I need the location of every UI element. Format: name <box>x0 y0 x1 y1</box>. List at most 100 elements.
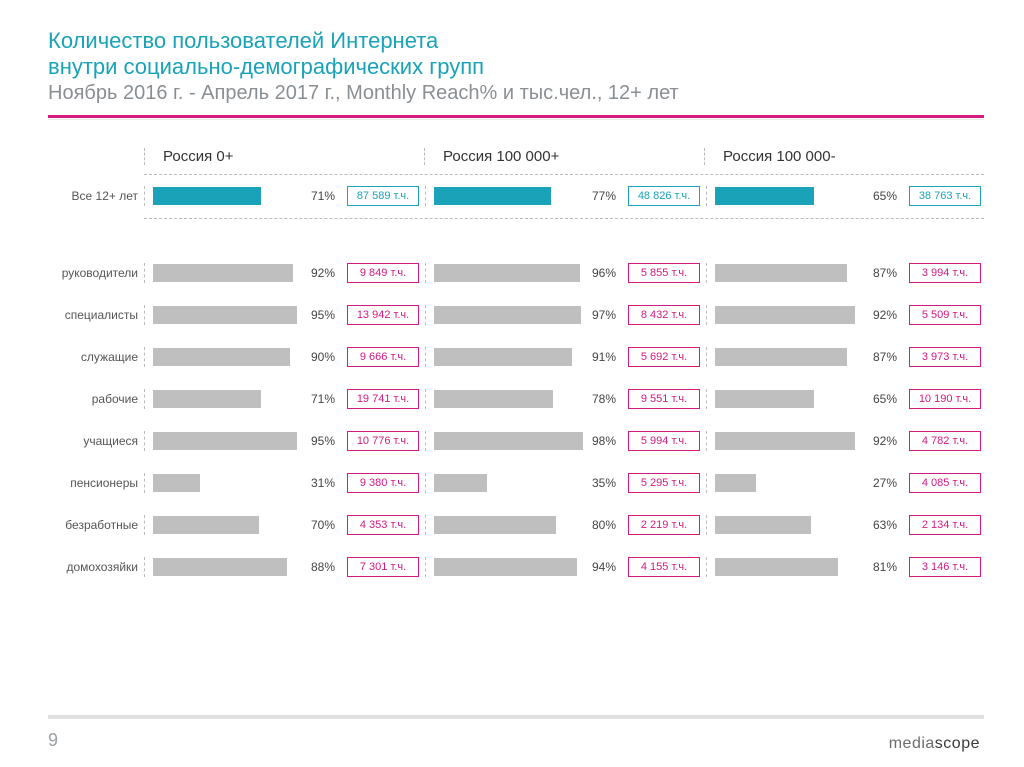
percent-label: 87% <box>873 350 909 364</box>
bar <box>153 390 261 408</box>
value-box: 4 085 т.ч. <box>909 473 981 493</box>
value-box: 3 146 т.ч. <box>909 557 981 577</box>
percent-label: 27% <box>873 476 909 490</box>
percent-label: 80% <box>592 518 628 532</box>
bar <box>153 432 297 450</box>
percent-label: 71% <box>311 189 347 203</box>
value-box: 9 849 т.ч. <box>347 263 419 283</box>
percent-label: 78% <box>592 392 628 406</box>
percent-label: 87% <box>873 266 909 280</box>
subtitle: Ноябрь 2016 г. - Апрель 2017 г., Monthly… <box>48 82 984 105</box>
value-box: 4 353 т.ч. <box>347 515 419 535</box>
value-box: 8 432 т.ч. <box>628 305 700 325</box>
percent-label: 71% <box>311 392 347 406</box>
value-box: 2 134 т.ч. <box>909 515 981 535</box>
value-box: 9 666 т.ч. <box>347 347 419 367</box>
bar <box>715 187 814 205</box>
percent-label: 65% <box>873 189 909 203</box>
bar <box>715 264 847 282</box>
bar <box>153 516 259 534</box>
percent-label: 88% <box>311 560 347 574</box>
percent-label: 92% <box>873 434 909 448</box>
footer-divider <box>48 715 984 719</box>
percent-label: 77% <box>592 189 628 203</box>
percent-label: 35% <box>592 476 628 490</box>
value-box: 48 826 т.ч. <box>628 186 700 206</box>
value-box: 5 295 т.ч. <box>628 473 700 493</box>
column-header: Россия 100 000+ <box>433 148 559 165</box>
bar <box>434 264 580 282</box>
divider-magenta <box>48 115 984 118</box>
bar <box>715 474 756 492</box>
percent-label: 95% <box>311 434 347 448</box>
row-label: Все 12+ лет <box>48 189 144 203</box>
bar <box>153 187 261 205</box>
percent-label: 95% <box>311 308 347 322</box>
title-line-1: Количество пользователей Интернета <box>48 28 984 54</box>
percent-label: 70% <box>311 518 347 532</box>
page-number: 9 <box>48 730 58 751</box>
bar <box>715 390 814 408</box>
row-label: рабочие <box>48 392 144 406</box>
bar <box>153 348 290 366</box>
value-box: 4 782 т.ч. <box>909 431 981 451</box>
bar <box>715 348 847 366</box>
percent-label: 94% <box>592 560 628 574</box>
chart-grid: Россия 0+ Россия 100 000+ Россия 100 000- В… <box>48 138 984 588</box>
logo-left: media <box>889 735 935 752</box>
percent-label: 81% <box>873 560 909 574</box>
bar <box>434 348 572 366</box>
bar <box>715 306 855 324</box>
title-line-2: внутри социально-демографических групп <box>48 54 984 80</box>
value-box: 10 776 т.ч. <box>347 431 419 451</box>
brand-logo: mediascope <box>889 735 980 753</box>
row-label: безработные <box>48 518 144 532</box>
divider-gray <box>48 119 984 120</box>
percent-label: 97% <box>592 308 628 322</box>
bar <box>153 558 287 576</box>
row-label: специалисты <box>48 308 144 322</box>
bar <box>434 432 583 450</box>
value-box: 9 551 т.ч. <box>628 389 700 409</box>
bar <box>715 558 838 576</box>
bar <box>153 474 200 492</box>
bar <box>434 474 487 492</box>
bar <box>434 558 577 576</box>
value-box: 2 219 т.ч. <box>628 515 700 535</box>
bar <box>434 187 551 205</box>
percent-label: 90% <box>311 350 347 364</box>
row-label: служащие <box>48 350 144 364</box>
value-box: 7 301 т.ч. <box>347 557 419 577</box>
bar <box>153 306 297 324</box>
percent-label: 92% <box>311 266 347 280</box>
value-box: 13 942 т.ч. <box>347 305 419 325</box>
value-box: 3 973 т.ч. <box>909 347 981 367</box>
column-header: Россия 100 000- <box>713 148 836 165</box>
value-box: 5 994 т.ч. <box>628 431 700 451</box>
value-box: 3 994 т.ч. <box>909 263 981 283</box>
row-label: учащиеся <box>48 434 144 448</box>
value-box: 87 589 т.ч. <box>347 186 419 206</box>
bar <box>153 264 293 282</box>
value-box: 4 155 т.ч. <box>628 557 700 577</box>
bar <box>434 516 556 534</box>
value-box: 9 380 т.ч. <box>347 473 419 493</box>
percent-label: 65% <box>873 392 909 406</box>
logo-right: scope <box>935 735 980 752</box>
percent-label: 63% <box>873 518 909 532</box>
column-header: Россия 0+ <box>153 148 233 165</box>
bar <box>434 306 581 324</box>
bar <box>715 432 855 450</box>
percent-label: 31% <box>311 476 347 490</box>
bar <box>715 516 811 534</box>
value-box: 38 763 т.ч. <box>909 186 981 206</box>
row-label: домохозяйки <box>48 560 144 574</box>
percent-label: 96% <box>592 266 628 280</box>
row-label: пенсионеры <box>48 476 144 490</box>
percent-label: 91% <box>592 350 628 364</box>
row-label: руководители <box>48 266 144 280</box>
value-box: 5 509 т.ч. <box>909 305 981 325</box>
value-box: 5 855 т.ч. <box>628 263 700 283</box>
bar <box>434 390 553 408</box>
value-box: 10 190 т.ч. <box>909 389 981 409</box>
